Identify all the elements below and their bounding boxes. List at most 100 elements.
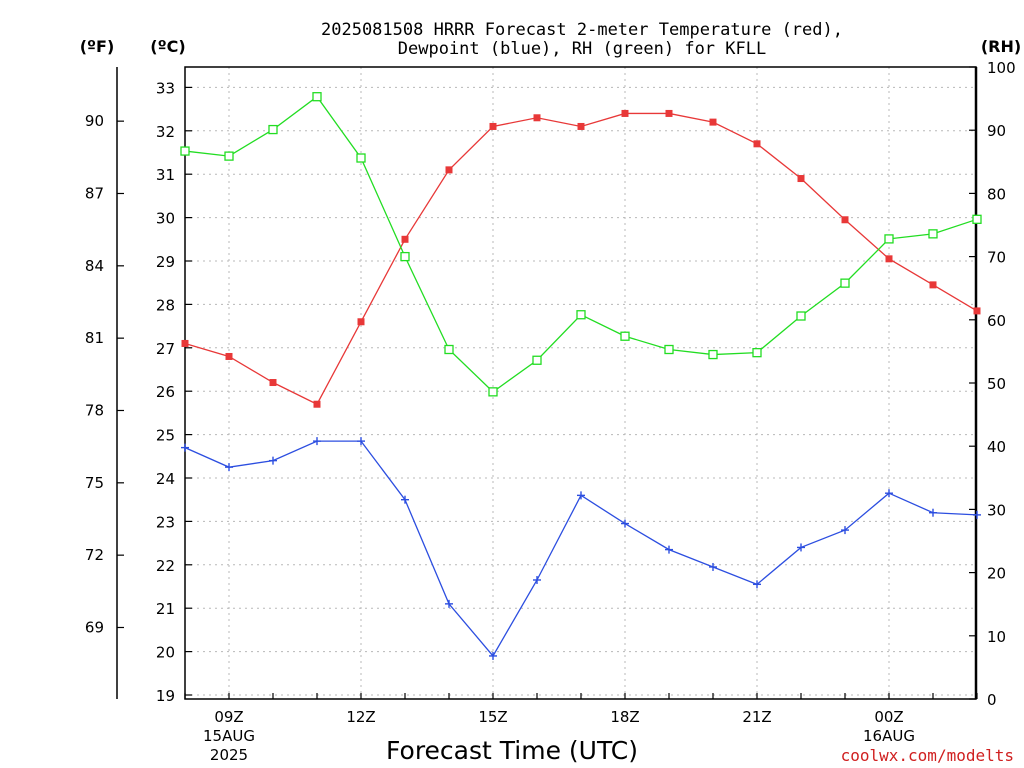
- dewpoint-point: [269, 456, 277, 465]
- rh-point: [708, 349, 718, 360]
- temperature-line: [184, 112, 978, 406]
- temperature-point: [797, 175, 805, 183]
- dewpoint-point: [885, 489, 893, 498]
- temperature-point: [973, 307, 981, 315]
- rh-point: [488, 387, 498, 397]
- dewpoint-point: [181, 443, 189, 452]
- celsius-tick-label: 33: [156, 79, 175, 97]
- celsius-tick-label: 32: [156, 123, 175, 141]
- rh-point: [224, 151, 234, 161]
- chart-title-line: Dewpoint (blue), RH (green) for KFLL: [398, 39, 766, 59]
- rh-point: [664, 344, 674, 355]
- x-tick-label: 15AUG: [203, 727, 255, 745]
- x-tick-label: 00Z: [874, 708, 903, 726]
- rh-point: [356, 153, 366, 163]
- dewpoint-point: [577, 491, 585, 500]
- celsius-tick-label: 20: [156, 644, 175, 662]
- rh-point: [312, 92, 322, 102]
- rh-point: [972, 214, 982, 224]
- temperature-point: [357, 318, 365, 326]
- rh-point: [620, 331, 630, 341]
- celsius-tick-label: 21: [156, 600, 175, 618]
- rh-tick-label: 50: [987, 375, 1006, 393]
- celsius-tick-label: 24: [156, 470, 175, 488]
- temperature-point: [401, 235, 409, 243]
- dewpoint-point: [929, 508, 937, 517]
- dewpoint-point: [225, 463, 233, 472]
- fahrenheit-tick-label: 81: [85, 329, 104, 347]
- rh-tick-label: 0: [987, 691, 997, 709]
- rh-tick-label: 10: [987, 628, 1006, 646]
- temperature-point: [929, 281, 937, 289]
- dewpoint-point: [533, 575, 541, 584]
- rh-point: [576, 310, 586, 320]
- dewpoint-point: [797, 543, 805, 552]
- dewpoint-point: [489, 651, 497, 660]
- fahrenheit-tick-label: 72: [85, 546, 104, 564]
- rh-tick-label: 90: [987, 122, 1006, 140]
- data-series: [180, 92, 982, 660]
- grid-lines: [185, 67, 976, 699]
- rh-tick-label: 40: [987, 438, 1006, 456]
- series-rh: [180, 92, 982, 397]
- series-dewpoint: [181, 437, 981, 660]
- celsius-tick-label: 31: [156, 166, 175, 184]
- rh-point: [884, 234, 894, 244]
- credit-text: coolwx.com/modelts: [841, 746, 1014, 765]
- temperature-point: [577, 122, 585, 130]
- temperature-point: [885, 255, 893, 263]
- rh-tick-label: 30: [987, 501, 1006, 519]
- rh-tick-label: 20: [987, 565, 1006, 583]
- celsius-tick-label: 19: [156, 687, 175, 705]
- x-tick-label: 2025: [210, 746, 248, 764]
- rh-tick-label: 80: [987, 185, 1006, 203]
- x-tick-label: 18Z: [610, 708, 639, 726]
- plot-frame: [184, 66, 977, 700]
- dewpoint-point: [357, 437, 365, 446]
- rh-tick-label: 60: [987, 312, 1006, 330]
- dewpoint-point: [445, 599, 453, 608]
- temperature-point: [181, 339, 189, 347]
- rh-point: [444, 344, 454, 355]
- rh-point: [532, 355, 542, 365]
- fahrenheit-tick-label: 90: [85, 112, 104, 130]
- celsius-tick-label: 25: [156, 427, 175, 445]
- fahrenheit-tick-label: 78: [85, 401, 104, 419]
- dewpoint-point: [401, 495, 409, 504]
- dewpoint-point: [709, 562, 717, 571]
- fahrenheit-tick-label: 84: [85, 257, 104, 275]
- dewpoint-point: [753, 580, 761, 589]
- temperature-point: [621, 109, 629, 117]
- dewpoint-point: [973, 510, 981, 519]
- x-tick-label: 12Z: [346, 708, 375, 726]
- chart-title-line: 2025081508 HRRR Forecast 2-meter Tempera…: [321, 20, 843, 40]
- celsius-tick-label: 27: [156, 340, 175, 358]
- fahrenheit-tick-label: 75: [85, 474, 104, 492]
- rh-point: [928, 229, 938, 239]
- celsius-tick-label: 22: [156, 557, 175, 575]
- rh-tick-label: 70: [987, 249, 1006, 267]
- celsius-tick-label: 28: [156, 296, 175, 314]
- dewpoint-point: [621, 519, 629, 528]
- temperature-point: [269, 379, 277, 387]
- x-tick-label: 09Z: [214, 708, 243, 726]
- temperature-point: [489, 122, 497, 130]
- temperature-point: [445, 166, 453, 174]
- x-axis-label: Forecast Time (UTC): [386, 736, 638, 765]
- x-tick-label: 16AUG: [863, 727, 915, 745]
- series-temperature: [181, 109, 981, 408]
- temperature-point: [313, 400, 321, 408]
- temperature-point: [533, 114, 541, 122]
- fahrenheit-unit-label: (ºF): [80, 37, 115, 56]
- rh-tick-label: 100: [987, 59, 1016, 77]
- celsius-tick-label: 23: [156, 513, 175, 531]
- celsius-unit-label: (ºC): [150, 37, 185, 56]
- x-tick-label: 15Z: [478, 708, 507, 726]
- celsius-tick-label: 26: [156, 383, 175, 401]
- axes: 69 72 75 78 81 84 87 90 19 20 21 22 23 24 25 26 27 28 29 30…: [85, 59, 1016, 764]
- rh-point: [796, 311, 806, 321]
- celsius-tick-label: 30: [156, 210, 175, 228]
- chart-title: 2025081508 HRRR Forecast 2-meter Tempera…: [321, 20, 843, 59]
- temperature-point: [753, 140, 761, 148]
